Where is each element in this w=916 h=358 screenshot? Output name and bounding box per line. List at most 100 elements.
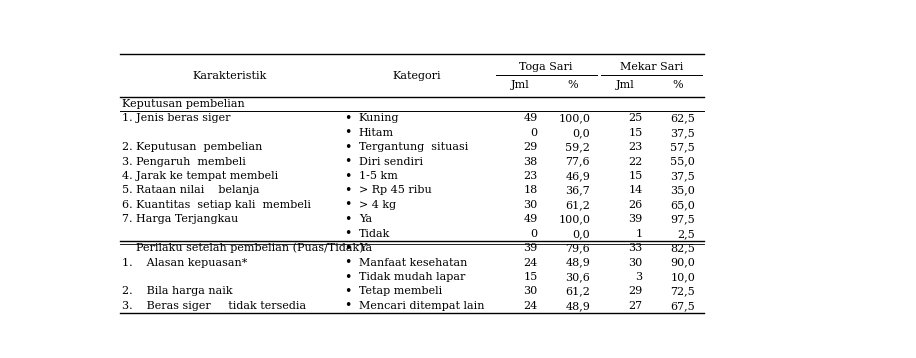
- Text: Tergantung  situasi: Tergantung situasi: [359, 142, 468, 152]
- Text: Keputusan pembelian: Keputusan pembelian: [122, 99, 245, 109]
- Text: 15: 15: [628, 128, 643, 138]
- Text: 1-5 km: 1-5 km: [359, 171, 398, 181]
- Text: 62,5: 62,5: [671, 113, 695, 124]
- Text: 24: 24: [523, 258, 538, 268]
- Text: 67,5: 67,5: [671, 301, 695, 311]
- Text: Perilaku setelah pembelian (Puas/Tidak): Perilaku setelah pembelian (Puas/Tidak): [122, 243, 364, 253]
- Text: 61,2: 61,2: [565, 286, 590, 296]
- Text: 1.    Alasan kepuasan*: 1. Alasan kepuasan*: [122, 258, 247, 268]
- Text: •: •: [344, 184, 351, 197]
- Text: 15: 15: [523, 272, 538, 282]
- Text: 33: 33: [628, 243, 643, 253]
- Text: •: •: [344, 213, 351, 226]
- Text: 6. Kuantitas  setiap kali  membeli: 6. Kuantitas setiap kali membeli: [122, 200, 311, 210]
- Text: Toga Sari: Toga Sari: [519, 62, 572, 72]
- Text: 26: 26: [628, 200, 643, 210]
- Text: 36,7: 36,7: [565, 185, 590, 195]
- Text: •: •: [344, 271, 351, 284]
- Text: •: •: [344, 126, 351, 139]
- Text: Kategori: Kategori: [392, 71, 441, 81]
- Text: 25: 25: [628, 113, 643, 124]
- Text: 30: 30: [523, 286, 538, 296]
- Text: 2. Keputusan  pembelian: 2. Keputusan pembelian: [122, 142, 262, 152]
- Text: %: %: [672, 80, 682, 90]
- Text: 82,5: 82,5: [671, 243, 695, 253]
- Text: 100,0: 100,0: [558, 214, 590, 224]
- Text: 59,2: 59,2: [565, 142, 590, 152]
- Text: 49: 49: [523, 113, 538, 124]
- Text: 97,5: 97,5: [671, 214, 695, 224]
- Text: 14: 14: [628, 185, 643, 195]
- Text: > 4 kg: > 4 kg: [359, 200, 396, 210]
- Text: 3. Pengaruh  membeli: 3. Pengaruh membeli: [122, 157, 245, 166]
- Text: •: •: [344, 141, 351, 154]
- Text: 3: 3: [636, 272, 643, 282]
- Text: 22: 22: [628, 157, 643, 166]
- Text: •: •: [344, 299, 351, 313]
- Text: Diri sendiri: Diri sendiri: [359, 157, 423, 166]
- Text: 48,9: 48,9: [565, 258, 590, 268]
- Text: 37,5: 37,5: [671, 128, 695, 138]
- Text: 23: 23: [628, 142, 643, 152]
- Text: 30,6: 30,6: [565, 272, 590, 282]
- Text: 39: 39: [523, 243, 538, 253]
- Text: 100,0: 100,0: [558, 113, 590, 124]
- Text: 0,0: 0,0: [572, 128, 590, 138]
- Text: 0: 0: [530, 229, 538, 239]
- Text: 2,5: 2,5: [678, 229, 695, 239]
- Text: 61,2: 61,2: [565, 200, 590, 210]
- Text: 3.    Beras siger     tidak tersedia: 3. Beras siger tidak tersedia: [122, 301, 306, 311]
- Text: 29: 29: [523, 142, 538, 152]
- Text: 30: 30: [523, 200, 538, 210]
- Text: Hitam: Hitam: [359, 128, 394, 138]
- Text: 30: 30: [628, 258, 643, 268]
- Text: 49: 49: [523, 214, 538, 224]
- Text: •: •: [344, 198, 351, 212]
- Text: 79,6: 79,6: [565, 243, 590, 253]
- Text: •: •: [344, 170, 351, 183]
- Text: 29: 29: [628, 286, 643, 296]
- Text: 24: 24: [523, 301, 538, 311]
- Text: 5. Rataan nilai    belanja: 5. Rataan nilai belanja: [122, 185, 259, 195]
- Text: 4. Jarak ke tempat membeli: 4. Jarak ke tempat membeli: [122, 171, 278, 181]
- Text: 0: 0: [530, 128, 538, 138]
- Text: Tidak: Tidak: [359, 229, 390, 239]
- Text: Kuning: Kuning: [359, 113, 399, 124]
- Text: %: %: [567, 80, 578, 90]
- Text: > Rp 45 ribu: > Rp 45 ribu: [359, 185, 431, 195]
- Text: 23: 23: [523, 171, 538, 181]
- Text: •: •: [344, 242, 351, 255]
- Text: •: •: [344, 227, 351, 240]
- Text: •: •: [344, 155, 351, 168]
- Text: Karakteristik: Karakteristik: [192, 71, 267, 81]
- Text: 57,5: 57,5: [671, 142, 695, 152]
- Text: 15: 15: [628, 171, 643, 181]
- Text: 37,5: 37,5: [671, 171, 695, 181]
- Text: 46,9: 46,9: [565, 171, 590, 181]
- Text: Manfaat kesehatan: Manfaat kesehatan: [359, 258, 467, 268]
- Text: 55,0: 55,0: [671, 157, 695, 166]
- Text: Jml: Jml: [616, 80, 634, 90]
- Text: 65,0: 65,0: [671, 200, 695, 210]
- Text: 38: 38: [523, 157, 538, 166]
- Text: 1: 1: [636, 229, 643, 239]
- Text: •: •: [344, 256, 351, 269]
- Text: •: •: [344, 112, 351, 125]
- Text: Tidak mudah lapar: Tidak mudah lapar: [359, 272, 465, 282]
- Text: •: •: [344, 285, 351, 298]
- Text: 72,5: 72,5: [671, 286, 695, 296]
- Text: 7. Harga Terjangkau: 7. Harga Terjangkau: [122, 214, 238, 224]
- Text: Jml: Jml: [510, 80, 529, 90]
- Text: Ya: Ya: [359, 243, 372, 253]
- Text: 10,0: 10,0: [671, 272, 695, 282]
- Text: 27: 27: [628, 301, 643, 311]
- Text: 90,0: 90,0: [671, 258, 695, 268]
- Text: 18: 18: [523, 185, 538, 195]
- Text: Tetap membeli: Tetap membeli: [359, 286, 442, 296]
- Text: Mencari ditempat lain: Mencari ditempat lain: [359, 301, 485, 311]
- Text: 77,6: 77,6: [565, 157, 590, 166]
- Text: 0,0: 0,0: [572, 229, 590, 239]
- Text: Ya: Ya: [359, 214, 372, 224]
- Text: 39: 39: [628, 214, 643, 224]
- Text: 2.    Bila harga naik: 2. Bila harga naik: [122, 286, 233, 296]
